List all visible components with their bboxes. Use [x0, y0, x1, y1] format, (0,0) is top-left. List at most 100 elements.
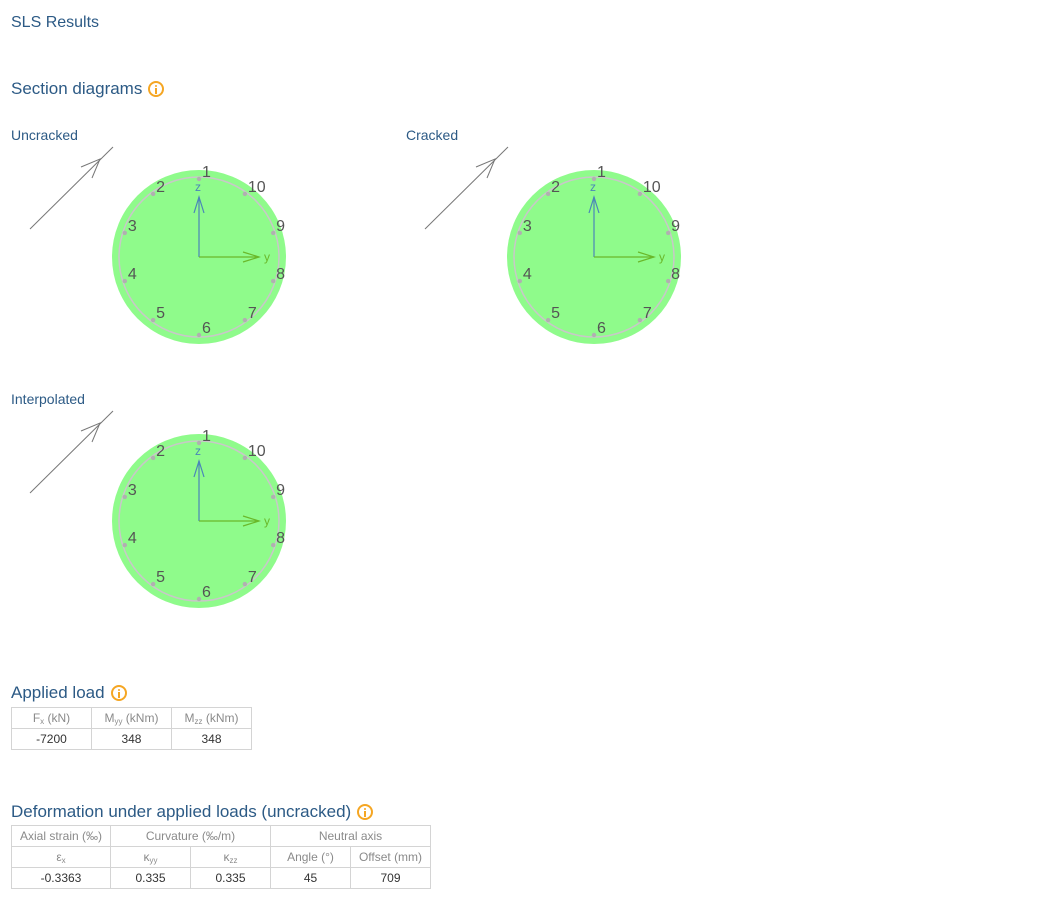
y-axis-arrow	[199, 251, 262, 263]
rebar-label: 1	[202, 428, 211, 445]
section-diagram-cracked: z y 1 2 3 4 5 6 7 8 9 10	[424, 146, 681, 344]
moment-vector-arrow	[424, 146, 509, 230]
rebar-label: 9	[671, 218, 680, 235]
table-header-row: εx κyy κzz Angle (°) Offset (mm)	[11, 846, 431, 868]
rebar-label: 10	[643, 179, 661, 196]
rebar-dot	[545, 317, 551, 323]
rebar-label: 7	[643, 305, 652, 322]
group-curvature: Curvature (‰/m)	[110, 825, 271, 847]
rebar-label: 2	[551, 179, 560, 196]
applied-load-title: Applied load	[11, 683, 105, 702]
rebar-dot	[150, 191, 156, 197]
section-diagram-uncracked: z y 1 2 3 4 5 6 7 8 9 10	[29, 146, 286, 344]
z-axis-arrow	[193, 458, 205, 521]
rebar-dot	[591, 332, 597, 338]
rebar-dot	[196, 176, 202, 182]
rebar-dot	[242, 191, 248, 197]
rebar-dot	[665, 230, 671, 236]
rebar-label: 9	[276, 218, 285, 235]
rebar-dot	[150, 455, 156, 461]
rebar-label: 2	[156, 443, 165, 460]
z-axis-arrow	[588, 194, 600, 257]
z-axis-label: z	[195, 180, 201, 194]
y-axis-arrow	[199, 515, 262, 527]
section-diagram-interpolated: z y 1 2 3 4 5 6 7 8 9 10	[29, 410, 286, 608]
rebar-label: 10	[248, 443, 266, 460]
rebar-dot	[196, 596, 202, 602]
diagram-label-interpolated: Interpolated	[11, 391, 85, 407]
z-axis-label: z	[590, 180, 596, 194]
y-axis-label: y	[659, 250, 665, 264]
section-diagrams-heading: Section diagrams	[11, 79, 165, 99]
rebar-dot	[270, 494, 276, 500]
rebar-label: 3	[128, 218, 137, 235]
header-mzz: Mzz (kNm)	[170, 707, 253, 729]
rebar-dot	[270, 278, 276, 284]
table-header-row: Fx (kN) Myy (kNm) Mzz (kNm)	[11, 707, 253, 729]
value-myy: 348	[90, 728, 172, 750]
table-row: -7200 348 348	[11, 728, 253, 750]
section-diagrams-title: Section diagrams	[11, 79, 143, 98]
rebar-label: 8	[276, 530, 285, 547]
page-title: SLS Results	[11, 14, 100, 31]
rebar-dot	[517, 230, 523, 236]
rebar-label: 3	[523, 218, 532, 235]
moment-vector-arrow	[29, 146, 114, 230]
rebar-label: 6	[202, 584, 211, 601]
deformation-heading: Deformation under applied loads (uncrack…	[11, 802, 374, 822]
rebar-dot	[196, 440, 202, 446]
rebar-dot	[122, 542, 128, 548]
y-axis-label: y	[264, 514, 270, 528]
deformation-table: Axial strain (‰) Curvature (‰/m) Neutral…	[11, 825, 431, 889]
value-kyy: 0.335	[110, 867, 191, 889]
rebar-label: 5	[156, 569, 165, 586]
header-ex: εx	[11, 846, 111, 868]
moment-vector-arrow	[29, 410, 114, 494]
rebar-label: 7	[248, 569, 257, 586]
header-fx: Fx (kN)	[11, 707, 92, 729]
rebar-label: 5	[551, 305, 560, 322]
value-mzz: 348	[170, 728, 253, 750]
rebar-label: 6	[597, 320, 606, 337]
header-offset: Offset (mm)	[350, 846, 431, 868]
info-icon[interactable]	[357, 804, 374, 820]
rebar-dot	[196, 332, 202, 338]
rebar-dot	[637, 191, 643, 197]
rebar-label: 1	[597, 164, 606, 181]
applied-load-table: Fx (kN) Myy (kNm) Mzz (kNm) -7200 348 34…	[11, 707, 253, 750]
rebar-label: 5	[156, 305, 165, 322]
rebar-dot	[150, 317, 156, 323]
diagram-label-cracked: Cracked	[406, 127, 459, 143]
rebar-label: 8	[671, 266, 680, 283]
rebar-dot	[150, 581, 156, 587]
rebar-dot	[545, 191, 551, 197]
value-ex: -0.3363	[11, 867, 111, 889]
applied-load-heading: Applied load	[11, 683, 127, 703]
info-icon[interactable]	[148, 81, 165, 97]
rebar-label: 9	[276, 482, 285, 499]
group-neutral-axis: Neutral axis	[270, 825, 431, 847]
rebar-label: 10	[248, 179, 266, 196]
rebar-dot	[665, 278, 671, 284]
table-group-header-row: Axial strain (‰) Curvature (‰/m) Neutral…	[11, 825, 431, 847]
rebar-dot	[242, 581, 248, 587]
rebar-label: 8	[276, 266, 285, 283]
header-kyy: κyy	[110, 846, 191, 868]
rebar-dot	[591, 176, 597, 182]
rebar-label: 4	[523, 266, 532, 283]
table-row: -0.3363 0.335 0.335 45 709	[11, 867, 431, 889]
z-axis-label: z	[195, 444, 201, 458]
diagram-label-uncracked: Uncracked	[11, 127, 78, 143]
rebar-label: 3	[128, 482, 137, 499]
value-offset: 709	[350, 867, 431, 889]
rebar-label: 2	[156, 179, 165, 196]
header-kzz: κzz	[190, 846, 271, 868]
value-angle: 45	[270, 867, 351, 889]
header-myy: Myy (kNm)	[90, 707, 172, 729]
rebar-dot	[122, 494, 128, 500]
deformation-title: Deformation under applied loads (uncrack…	[11, 802, 352, 821]
y-axis-arrow	[594, 251, 657, 263]
rebar-dot	[122, 230, 128, 236]
info-icon[interactable]	[110, 685, 127, 701]
rebar-label: 1	[202, 164, 211, 181]
